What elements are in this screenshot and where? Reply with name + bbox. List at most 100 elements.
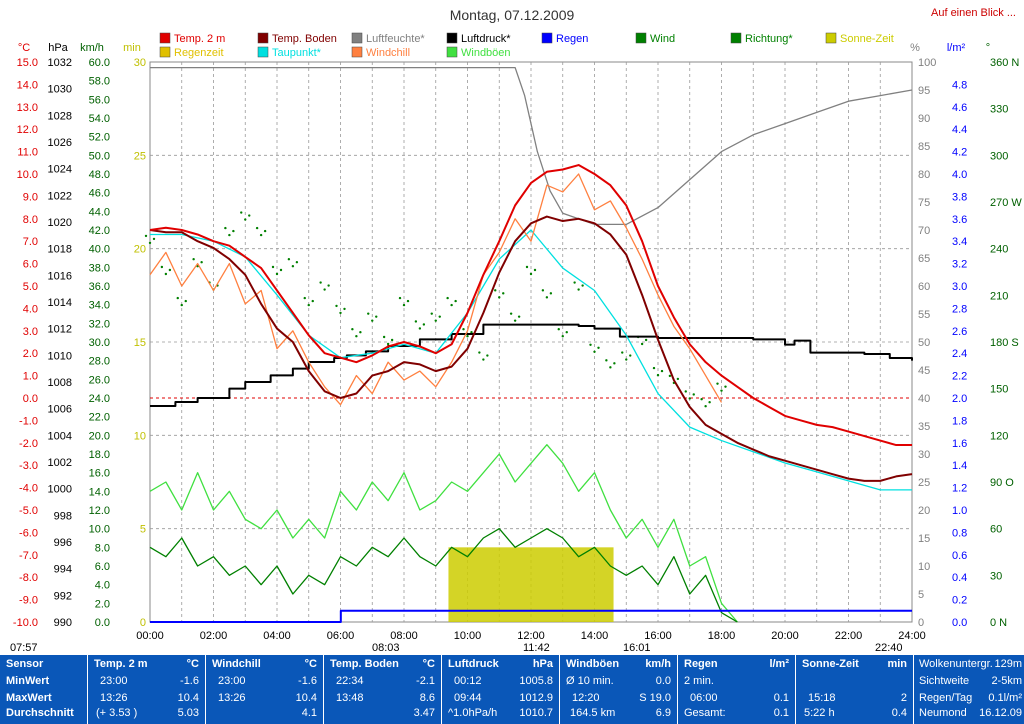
temp-unit: °C xyxy=(18,42,30,54)
wind-tick: 22.0 xyxy=(89,412,110,424)
rain-tick: 2.0 xyxy=(952,393,967,405)
rain-tick: 2.4 xyxy=(952,348,967,360)
chart-title: Montag, 07.12.2009 xyxy=(450,7,575,23)
direction-point xyxy=(319,281,322,284)
series-line xyxy=(149,164,912,447)
wind-unit: km/h xyxy=(80,42,104,54)
series-line xyxy=(150,609,912,623)
temp-tick: 8.0 xyxy=(23,214,38,226)
x-tick: 06:00 xyxy=(327,630,355,642)
direction-point xyxy=(418,327,422,330)
legend-label: Regen xyxy=(556,33,588,45)
stats-gusts: Windböen km/h Ø 10 min. 0.0 12:20 S 19.0 16… xyxy=(560,655,678,724)
direction-point xyxy=(446,296,449,300)
humidity-tick: 75 xyxy=(918,197,930,209)
chill-min-value: -1.6 xyxy=(298,675,317,687)
series-line xyxy=(150,323,913,407)
humidity-tick: 65 xyxy=(918,253,930,265)
legend-swatch xyxy=(825,32,837,44)
wind-tick: 6.0 xyxy=(95,561,110,573)
direction-point xyxy=(549,292,553,295)
direction-point xyxy=(486,354,489,357)
gust-interval: Ø 10 min. xyxy=(566,675,614,687)
new-moon-label: Neumond xyxy=(919,707,967,719)
direction-point xyxy=(640,342,644,346)
pressure-tick: 1008 xyxy=(48,377,72,389)
rain-tick: 1.0 xyxy=(952,505,967,517)
legend-label: Temp. Boden xyxy=(272,33,337,45)
direction-point xyxy=(621,351,624,354)
direction-point xyxy=(454,299,457,303)
sun-unit: min xyxy=(887,658,907,670)
temp-avg-value: 5.03 xyxy=(177,707,199,719)
pressure-tick: 1014 xyxy=(48,297,72,309)
direction-point xyxy=(573,281,576,284)
direction-point xyxy=(470,331,473,334)
overview-link[interactable]: Auf einen Blick ... xyxy=(931,7,1016,19)
direction-point xyxy=(509,312,513,315)
direction-point xyxy=(200,261,203,264)
press-head: Luftdruck xyxy=(448,658,499,670)
new-moon-value: 16.12.09 xyxy=(979,707,1022,719)
direction-point xyxy=(557,328,560,331)
stats-rain: Regen l/m² 2 min. 06:00 0.1 Gesamt: 0.1 xyxy=(678,655,796,724)
chill-unit: °C xyxy=(304,658,317,670)
pressure-tick: 1012 xyxy=(48,324,72,336)
legend-label: Richtung* xyxy=(745,33,793,45)
direction-point xyxy=(244,218,247,221)
humidity-tick: 10 xyxy=(918,561,930,573)
direction-tick: 240 xyxy=(990,244,1008,256)
temp-tick: 3.0 xyxy=(23,326,38,338)
temp-tick: 13.0 xyxy=(17,102,38,114)
rain-tick: 0.4 xyxy=(952,572,967,584)
direction-point xyxy=(652,366,656,370)
soil-unit: °C xyxy=(422,658,435,670)
x-tick: 24:00 xyxy=(898,630,926,642)
pressure-tick: 994 xyxy=(54,564,72,576)
direction-point xyxy=(355,335,358,338)
direction-point xyxy=(668,374,672,378)
x-tick: 20:00 xyxy=(771,630,799,642)
pressure-tick: 1018 xyxy=(48,244,72,256)
wind-tick: 50.0 xyxy=(89,150,110,162)
sun-time-2: 11:42 xyxy=(523,642,550,654)
press-avg-value: 1010.7 xyxy=(519,707,553,719)
direction-point xyxy=(593,350,596,353)
wind-tick: 44.0 xyxy=(89,206,110,218)
chill-max-value: 10.4 xyxy=(295,692,317,704)
sun-time-bar xyxy=(448,547,614,622)
legend: Temp. 2 m Temp. Boden Luftfeuchte* Luftdruc… xyxy=(159,32,894,59)
direction-point xyxy=(402,303,406,307)
legend-swatch xyxy=(159,32,171,44)
humidity-tick: 55 xyxy=(918,309,930,321)
direction-point xyxy=(716,382,719,385)
pressure-unit: hPa xyxy=(48,42,68,54)
cloud-base-value: 129m xyxy=(994,658,1022,670)
rain-unit-col: l/m² xyxy=(769,658,789,670)
press-max-value: 1012.9 xyxy=(519,692,553,704)
stats-windchill: Windchill °C 23:00 -1.6 13:26 10.4 4.1 xyxy=(206,655,324,724)
minutes-tick: 30 xyxy=(134,57,146,69)
temp-tick: -1.0 xyxy=(19,415,38,427)
direction-point xyxy=(375,315,378,318)
temp-tick: 2.0 xyxy=(23,348,38,360)
temp-tick: 4.0 xyxy=(23,303,38,315)
stats-info: Wolkenuntergr. 129m Sichtweite 2-5km Regen… xyxy=(914,655,1024,724)
direction-point xyxy=(255,226,259,230)
direction-point xyxy=(676,377,680,381)
gust-unit: km/h xyxy=(645,658,671,670)
direction-point xyxy=(303,296,306,300)
direction-point xyxy=(152,237,156,241)
x-tick: 02:00 xyxy=(200,630,228,642)
temp-tick: -3.0 xyxy=(19,460,38,472)
wind-tick: 10.0 xyxy=(89,524,110,536)
x-tick: 00:00 xyxy=(136,630,164,642)
direction-point xyxy=(279,268,283,272)
direction-point xyxy=(581,284,584,287)
rain-tick: 3.4 xyxy=(952,236,967,248)
soil-max-time: 13:48 xyxy=(336,692,364,704)
direction-point xyxy=(525,265,529,269)
minutes-tick: 20 xyxy=(134,244,146,256)
direction-point xyxy=(323,288,326,291)
direction-point xyxy=(168,268,172,272)
